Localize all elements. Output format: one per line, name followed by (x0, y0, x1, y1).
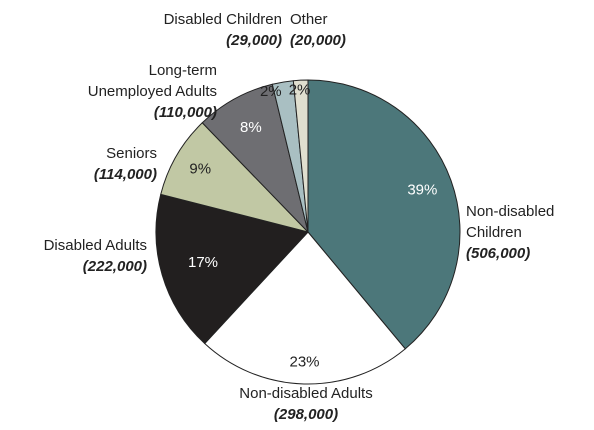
percent-label-disabled-children: 2% (260, 83, 282, 100)
category-label-non-disabled-children-line-1: Non-disabled (466, 203, 554, 220)
percent-label-seniors: 9% (189, 160, 211, 177)
category-label-disabled-adults: Disabled Adults (44, 237, 147, 254)
percent-label-non-disabled-children: 39% (407, 182, 437, 199)
category-label-other: Other (290, 11, 328, 28)
count-label-other: (20,000) (290, 32, 346, 49)
slice-other (292, 79, 309, 233)
slice-disabled-adults (155, 193, 309, 344)
category-label-long-term-unemployed-adults-line-1: Long-term (149, 62, 217, 79)
percent-label-non-disabled-adults: 23% (290, 354, 320, 371)
category-label-non-disabled-adults: Non-disabled Adults (239, 385, 372, 402)
pie-slices (155, 79, 461, 385)
pie-labels: 39% Non-disabled Children (506,000) 23% Non-d… (44, 11, 555, 423)
percent-label-long-term-unemployed-adults: 8% (240, 119, 262, 136)
count-label-non-disabled-children: (506,000) (466, 245, 530, 262)
slice-seniors (160, 122, 309, 233)
count-label-non-disabled-adults: (298,000) (274, 406, 338, 423)
count-label-disabled-adults: (222,000) (83, 258, 147, 275)
category-label-disabled-children: Disabled Children (164, 11, 282, 28)
percent-label-other: 2% (289, 81, 311, 98)
percent-label-disabled-adults: 17% (188, 254, 218, 271)
category-label-non-disabled-children-line-2: Children (466, 224, 522, 241)
count-label-disabled-children: (29,000) (226, 32, 282, 49)
category-label-long-term-unemployed-adults-line-2: Unemployed Adults (88, 83, 217, 100)
slice-non-disabled-adults (204, 231, 406, 385)
count-label-seniors: (114,000) (94, 166, 157, 183)
count-label-long-term-unemployed-adults: (110,000) (154, 104, 217, 121)
slice-non-disabled-children (307, 79, 461, 350)
category-label-seniors: Seniors (106, 145, 157, 162)
